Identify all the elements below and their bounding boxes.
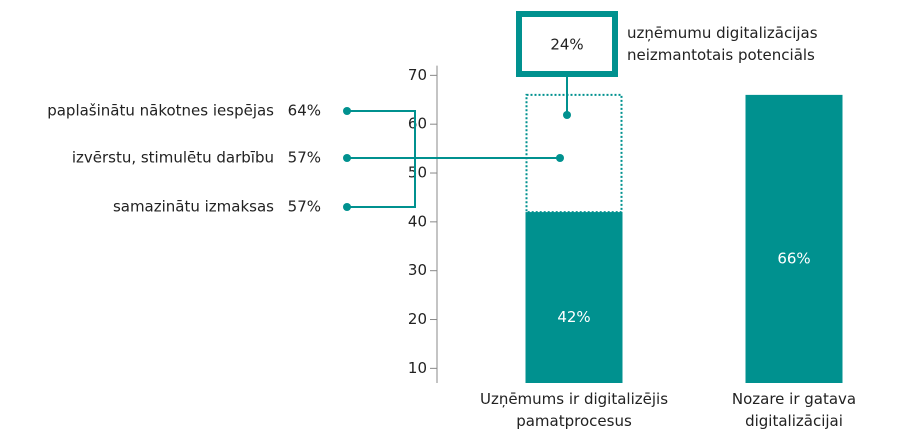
bar-value-label: 66% <box>777 249 810 267</box>
y-tick-label: 50 <box>408 164 427 182</box>
bar-value-label: 42% <box>557 308 590 326</box>
potential-box <box>516 11 618 77</box>
driver-label: izvērstu, stimulētu darbību <box>72 149 274 167</box>
potential-label: 24% <box>550 36 583 54</box>
y-tick-label: 20 <box>408 310 427 328</box>
y-tick-label: 30 <box>408 261 427 279</box>
x-tick-label: Uzņēmums ir digitalizējis pamatprocesus <box>479 390 669 430</box>
driver-label: paplašinātu nākotnes iespējas <box>47 102 274 120</box>
annotation-text: uzņēmumu digitalizācijas neizmantotais p… <box>627 24 818 64</box>
driver-label: samazinātu izmaksas <box>113 198 274 216</box>
y-tick-label: 10 <box>408 359 427 377</box>
y-tick-label: 70 <box>408 66 427 84</box>
bracket-dot <box>343 154 351 162</box>
driver-share: 57% <box>288 149 321 167</box>
potential-segment <box>525 93 623 214</box>
x-tick-label: Nozare ir gatava digitalizācijai <box>731 390 857 430</box>
driver-share: 64% <box>288 102 321 120</box>
bracket-dot <box>343 107 351 115</box>
bracket-dot <box>343 203 351 211</box>
driver-share: 57% <box>288 198 321 216</box>
y-tick-label: 40 <box>408 212 427 230</box>
y-tick-label: 60 <box>408 115 427 133</box>
connector-dot <box>563 111 571 119</box>
connector-dot <box>556 154 564 162</box>
bar <box>525 212 623 383</box>
bar <box>745 94 843 383</box>
